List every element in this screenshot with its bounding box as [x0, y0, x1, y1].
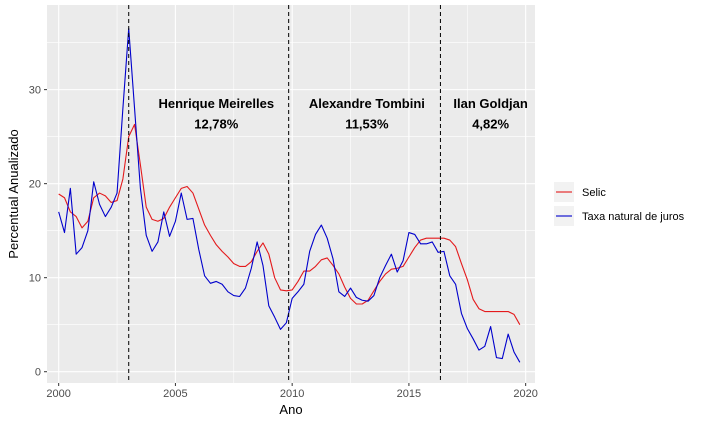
annotation-label: Henrique Meirelles: [158, 96, 274, 111]
legend: Selic Taxa natural de juros: [548, 172, 708, 232]
axis-ticks: 2000 2005 2010 2015 2020 0 10 20 30: [29, 85, 538, 400]
annotations: Henrique Meirelles 12,78% Alexandre Tombin…: [158, 96, 527, 132]
x-axis-title: Ano: [279, 402, 302, 417]
y-tick-label: 20: [29, 179, 41, 191]
annotation-label: 12,78%: [194, 116, 239, 131]
legend-label: Taxa natural de juros: [582, 211, 685, 223]
series-line-taxa-natural-de-juros: [58, 27, 521, 363]
x-tick-label: 2015: [397, 388, 421, 400]
y-axis-title: Percentual Anualizado: [6, 129, 21, 258]
annotation-label: 4,82%: [472, 116, 509, 131]
legend-label: Selic: [582, 187, 606, 199]
president-vertical-lines: [128, 5, 441, 383]
y-tick-label: 30: [29, 85, 41, 97]
x-tick-label: 2005: [163, 388, 187, 400]
x-tick-label: 2010: [280, 388, 304, 400]
series-line-selic: [58, 123, 521, 325]
annotation-label: Ilan Goldjan: [453, 96, 527, 111]
x-tick-label: 2000: [46, 388, 70, 400]
y-tick-label: 0: [35, 367, 41, 379]
y-tick-label: 10: [29, 273, 41, 285]
annotation-label: Alexandre Tombini: [309, 96, 425, 111]
series-lines: [58, 27, 521, 363]
annotation-label: 11,53%: [345, 116, 389, 131]
plot-panel: [47, 5, 535, 383]
x-tick-label: 2020: [513, 388, 537, 400]
legend-background: [548, 172, 708, 232]
